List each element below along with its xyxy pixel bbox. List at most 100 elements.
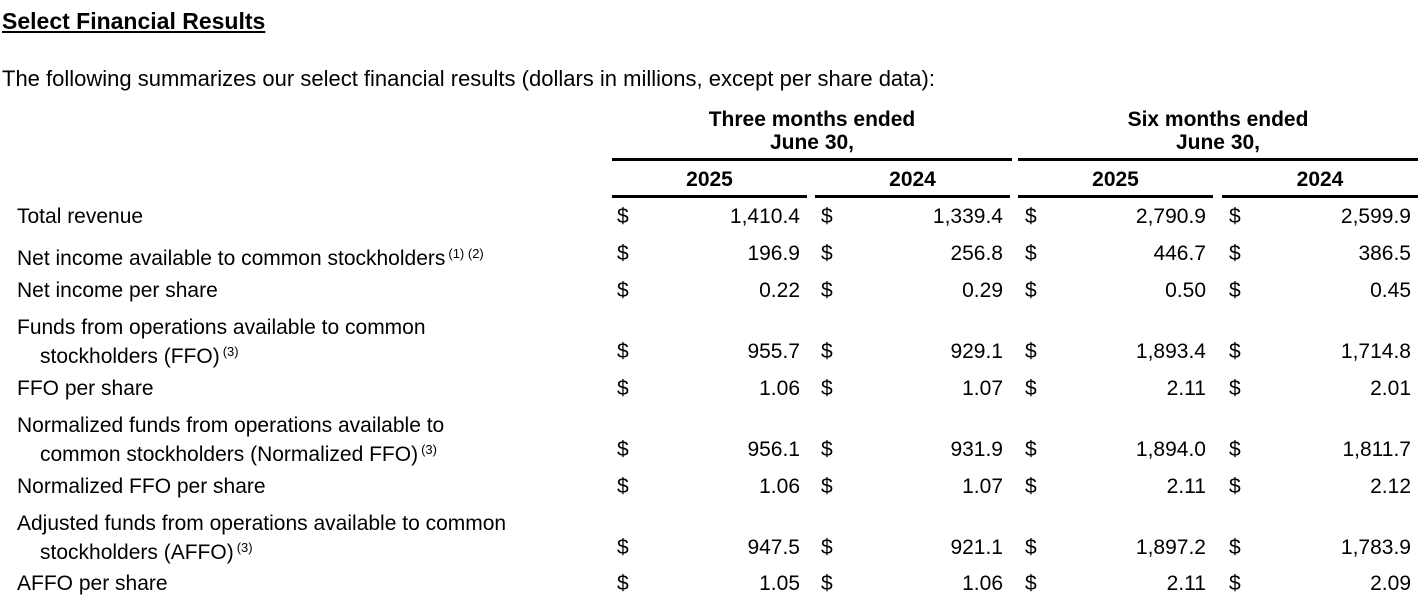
cell-value: 929.1 bbox=[950, 340, 1003, 363]
row-label: Adjusted funds from operations available… bbox=[17, 512, 506, 565]
cell-value: 0.29 bbox=[962, 279, 1003, 302]
year-underline bbox=[1018, 195, 1213, 198]
cell-value: 1,410.4 bbox=[729, 205, 800, 228]
cell-value: 921.1 bbox=[950, 536, 1003, 559]
row-label: Total revenue bbox=[17, 205, 143, 229]
row-label-text-2: stockholders (FFO) bbox=[40, 345, 220, 368]
currency-symbol: $ bbox=[821, 572, 833, 595]
currency-symbol: $ bbox=[1229, 242, 1241, 265]
cell-value: 0.22 bbox=[759, 279, 800, 302]
currency-symbol: $ bbox=[1229, 205, 1241, 228]
year-underline bbox=[1222, 195, 1418, 198]
cell-value: 2.01 bbox=[1370, 377, 1411, 400]
row-label-text: Net income per share bbox=[17, 279, 218, 302]
currency-symbol: $ bbox=[1229, 438, 1241, 461]
year-header-q-2025: 2025 bbox=[686, 168, 733, 191]
cell-value: 1.07 bbox=[962, 475, 1003, 498]
row-label-text: Funds from operations available to commo… bbox=[17, 316, 426, 339]
row-label: Net income per share bbox=[17, 279, 218, 303]
currency-symbol: $ bbox=[1229, 475, 1241, 498]
footnote-ref: (3) bbox=[222, 344, 239, 359]
section-title: Select Financial Results bbox=[2, 8, 266, 34]
cell-value: 1.07 bbox=[962, 377, 1003, 400]
currency-symbol: $ bbox=[1229, 279, 1241, 302]
row-label-text: FFO per share bbox=[17, 377, 154, 400]
year-header-q-2024: 2024 bbox=[889, 168, 936, 191]
row-label-text: Adjusted funds from operations available… bbox=[17, 512, 507, 535]
cell-value: 2.11 bbox=[1166, 572, 1206, 595]
year-header-h-2024: 2024 bbox=[1296, 168, 1344, 191]
row-label-continuation: common stockholders (Normalized FFO) (3) bbox=[17, 438, 444, 467]
currency-symbol: $ bbox=[1025, 536, 1037, 559]
currency-symbol: $ bbox=[1229, 536, 1241, 559]
cell-value: 2,599.9 bbox=[1340, 205, 1411, 228]
currency-symbol: $ bbox=[821, 242, 833, 265]
currency-symbol: $ bbox=[1229, 572, 1241, 595]
currency-symbol: $ bbox=[821, 377, 833, 400]
currency-symbol: $ bbox=[617, 279, 629, 302]
cell-value: 955.7 bbox=[747, 340, 800, 363]
currency-symbol: $ bbox=[1025, 377, 1037, 400]
row-label: Funds from operations available to commo… bbox=[17, 316, 426, 369]
cell-value: 947.5 bbox=[747, 536, 800, 559]
currency-symbol: $ bbox=[617, 205, 629, 228]
row-label-text: AFFO per share bbox=[17, 572, 168, 595]
footnote-ref: (1) (2) bbox=[448, 246, 484, 261]
cell-value: 1.05 bbox=[759, 572, 800, 595]
cell-value: 1,714.8 bbox=[1340, 340, 1411, 363]
currency-symbol: $ bbox=[821, 279, 833, 302]
row-label: FFO per share bbox=[17, 377, 154, 401]
row-label: Normalized funds from operations availab… bbox=[17, 414, 444, 467]
cell-value: 2,790.9 bbox=[1135, 205, 1206, 228]
row-label-text-2: stockholders (AFFO) bbox=[40, 541, 234, 564]
three-months-header-line1: Three months ended bbox=[708, 108, 916, 131]
currency-symbol: $ bbox=[617, 340, 629, 363]
intro-text: The following summarizes our select fina… bbox=[2, 66, 935, 91]
year-underline bbox=[612, 195, 807, 198]
cell-value: 1,783.9 bbox=[1340, 536, 1411, 559]
row-label-text: Normalized funds from operations availab… bbox=[17, 414, 445, 437]
six-months-header: Six months ended June 30, bbox=[1018, 108, 1418, 154]
cell-value: 1,894.0 bbox=[1135, 438, 1206, 461]
row-label-text: Normalized FFO per share bbox=[17, 475, 266, 498]
six-months-header-line1: Six months ended bbox=[1127, 108, 1309, 131]
cell-value: 386.5 bbox=[1358, 242, 1411, 265]
year-underline bbox=[815, 195, 1010, 198]
six-months-header-line2: June 30, bbox=[1175, 131, 1261, 154]
currency-symbol: $ bbox=[617, 242, 629, 265]
cell-value: 2.09 bbox=[1370, 572, 1411, 595]
row-label: Net income available to common stockhold… bbox=[17, 242, 484, 271]
row-label: AFFO per share bbox=[17, 572, 168, 596]
currency-symbol: $ bbox=[1025, 572, 1037, 595]
currency-symbol: $ bbox=[617, 536, 629, 559]
cell-value: 1.06 bbox=[759, 475, 800, 498]
cell-value: 931.9 bbox=[950, 438, 1003, 461]
currency-symbol: $ bbox=[617, 438, 629, 461]
currency-symbol: $ bbox=[1025, 340, 1037, 363]
currency-symbol: $ bbox=[1229, 377, 1241, 400]
footnote-ref: (3) bbox=[421, 442, 437, 457]
row-label-continuation: stockholders (AFFO) (3) bbox=[17, 536, 506, 565]
currency-symbol: $ bbox=[1025, 475, 1037, 498]
cell-value: 196.9 bbox=[747, 242, 800, 265]
currency-symbol: $ bbox=[821, 536, 833, 559]
six-months-underline bbox=[1018, 158, 1418, 161]
currency-symbol: $ bbox=[821, 205, 833, 228]
cell-value: 446.7 bbox=[1153, 242, 1206, 265]
footnote-ref: (3) bbox=[236, 540, 253, 555]
cell-value: 256.8 bbox=[950, 242, 1003, 265]
currency-symbol: $ bbox=[1025, 205, 1037, 228]
row-label-text-2: common stockholders (Normalized FFO) bbox=[40, 443, 419, 466]
cell-value: 1,811.7 bbox=[1342, 438, 1411, 461]
currency-symbol: $ bbox=[821, 438, 833, 461]
currency-symbol: $ bbox=[821, 475, 833, 498]
cell-value: 956.1 bbox=[747, 438, 800, 461]
currency-symbol: $ bbox=[617, 377, 629, 400]
row-label-text: Net income available to common stockhold… bbox=[17, 247, 446, 270]
currency-symbol: $ bbox=[1025, 242, 1037, 265]
currency-symbol: $ bbox=[1025, 438, 1037, 461]
cell-value: 0.50 bbox=[1165, 279, 1206, 302]
three-months-underline bbox=[612, 158, 1012, 161]
cell-value: 2.11 bbox=[1166, 377, 1206, 400]
cell-value: 2.12 bbox=[1370, 475, 1411, 498]
